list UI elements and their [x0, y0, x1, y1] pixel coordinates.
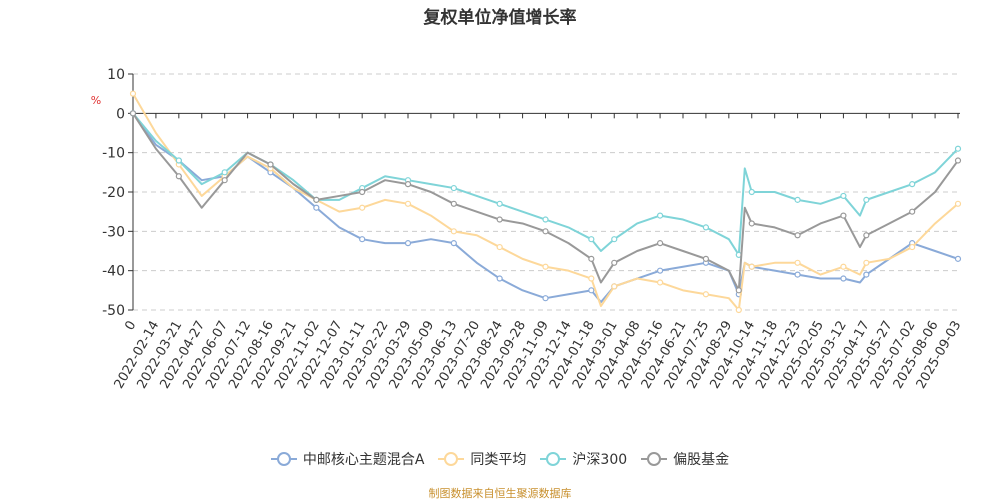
- legend-item[interactable]: 偏股基金: [641, 449, 729, 469]
- y-tick-label: 0: [116, 106, 125, 122]
- series-3: [129, 110, 962, 294]
- data-point: [735, 287, 742, 294]
- data-point: [909, 181, 916, 188]
- data-point: [794, 259, 801, 266]
- data-point: [611, 259, 618, 266]
- legend-marker-icon: [540, 452, 567, 466]
- data-point: [611, 236, 618, 243]
- data-point: [748, 220, 755, 227]
- x-tick-label: 0: [122, 319, 139, 334]
- data-point: [313, 196, 320, 203]
- data-point: [542, 295, 549, 302]
- data-point: [496, 200, 503, 207]
- data-point: [702, 291, 710, 298]
- source-footer: 制图数据来自恒生聚源数据库: [428, 487, 572, 500]
- legend-marker-icon: [641, 452, 668, 466]
- data-point: [863, 271, 870, 278]
- data-point: [359, 204, 366, 211]
- y-axis-unit: %: [91, 94, 101, 107]
- data-point: [221, 177, 228, 184]
- y-tick-label: -10: [102, 146, 125, 162]
- data-point: [863, 259, 870, 266]
- legend-marker-icon: [438, 452, 465, 466]
- data-point: [954, 200, 962, 207]
- data-point: [954, 255, 962, 262]
- data-point: [702, 224, 710, 231]
- data-point: [748, 263, 755, 270]
- series-2: [129, 110, 962, 259]
- y-tick-label: -50: [102, 303, 125, 319]
- data-point: [129, 90, 137, 97]
- data-point: [588, 236, 595, 243]
- data-point: [359, 236, 366, 243]
- data-point: [588, 275, 595, 282]
- data-point: [450, 240, 457, 247]
- series-1: [129, 90, 962, 314]
- legend: 中邮核心主题混合A 同类平均 沪深300 偏股基金: [0, 449, 1000, 469]
- data-point: [542, 216, 549, 223]
- y-tick-label: -20: [102, 185, 125, 201]
- data-point: [656, 267, 664, 274]
- data-point: [794, 196, 801, 203]
- data-point: [863, 196, 870, 203]
- legend-label: 中邮核心主题混合A: [302, 452, 425, 468]
- data-point: [656, 279, 664, 286]
- line-chart: 100-10-20-30-40-50%02022-02-142022-03-21…: [91, 67, 965, 391]
- data-point: [840, 275, 847, 282]
- data-point: [840, 192, 847, 200]
- data-point: [496, 216, 503, 223]
- data-point: [267, 161, 274, 168]
- data-point: [450, 184, 457, 192]
- data-point: [863, 232, 870, 239]
- data-point: [404, 181, 412, 188]
- chart-title: 复权单位净值增长率: [423, 8, 577, 28]
- data-point: [656, 212, 664, 219]
- data-point: [702, 255, 710, 262]
- data-point: [735, 306, 742, 314]
- series-line: [132, 112, 959, 304]
- data-point: [359, 188, 366, 196]
- legend-label: 偏股基金: [673, 452, 730, 468]
- data-point: [175, 157, 182, 164]
- data-point: [954, 157, 962, 164]
- y-tick-label: 10: [107, 67, 125, 83]
- data-point: [221, 169, 228, 176]
- data-point: [909, 208, 916, 215]
- y-tick-label: -40: [102, 264, 125, 280]
- data-point: [611, 283, 618, 290]
- data-point: [794, 271, 801, 278]
- data-point: [450, 228, 457, 235]
- data-point: [496, 275, 503, 282]
- data-point: [404, 240, 412, 247]
- data-point: [542, 228, 549, 235]
- data-point: [748, 188, 755, 196]
- data-point: [129, 110, 137, 117]
- legend-label: 沪深300: [572, 452, 628, 468]
- data-point: [404, 200, 412, 207]
- data-point: [175, 173, 182, 180]
- series-0: [129, 110, 962, 304]
- data-point: [794, 232, 801, 239]
- legend-item[interactable]: 同类平均: [438, 449, 526, 469]
- data-point: [840, 212, 847, 219]
- data-point: [840, 263, 847, 270]
- data-point: [450, 200, 457, 207]
- legend-item[interactable]: 中邮核心主题混合A: [270, 449, 425, 469]
- data-point: [542, 263, 549, 270]
- data-point: [313, 204, 320, 211]
- legend-label: 同类平均: [470, 452, 527, 468]
- data-point: [588, 287, 595, 294]
- data-point: [954, 145, 962, 152]
- legend-item[interactable]: 沪深300: [540, 449, 627, 469]
- data-point: [496, 243, 503, 251]
- data-point: [909, 243, 916, 251]
- data-point: [656, 240, 664, 247]
- legend-marker-icon: [270, 452, 297, 466]
- y-tick-label: -30: [102, 224, 125, 240]
- data-point: [588, 255, 595, 262]
